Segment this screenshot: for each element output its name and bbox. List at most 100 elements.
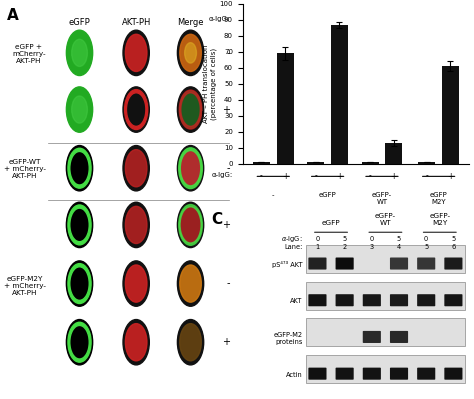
- Text: eGFP-
WT: eGFP- WT: [375, 213, 396, 226]
- Text: -: -: [272, 192, 274, 198]
- Bar: [253, 162, 270, 164]
- Text: -: -: [426, 172, 428, 181]
- Text: -: -: [227, 163, 230, 173]
- FancyBboxPatch shape: [390, 257, 408, 270]
- Text: +: +: [282, 172, 288, 181]
- Circle shape: [177, 261, 204, 306]
- Text: +: +: [222, 105, 230, 115]
- Circle shape: [123, 320, 149, 365]
- Text: 5: 5: [397, 236, 401, 243]
- Text: +: +: [222, 220, 230, 230]
- FancyBboxPatch shape: [417, 257, 435, 270]
- Circle shape: [180, 206, 201, 243]
- Circle shape: [123, 261, 149, 306]
- Circle shape: [66, 202, 92, 248]
- Circle shape: [66, 320, 92, 365]
- Text: eGFP
M2Y: eGFP M2Y: [430, 192, 447, 205]
- FancyBboxPatch shape: [417, 367, 435, 380]
- FancyBboxPatch shape: [363, 367, 381, 380]
- Text: +: +: [447, 172, 454, 181]
- Y-axis label: AKT – PH translocation
(percentage of cells): AKT – PH translocation (percentage of ce…: [203, 45, 217, 123]
- Circle shape: [126, 150, 147, 187]
- Text: 0: 0: [424, 236, 428, 243]
- Text: $\alpha$-IgG:: $\alpha$-IgG:: [281, 234, 303, 245]
- Bar: [277, 53, 293, 164]
- Circle shape: [66, 87, 92, 132]
- Circle shape: [177, 30, 204, 75]
- Text: α-IgG:: α-IgG:: [209, 16, 230, 22]
- FancyBboxPatch shape: [444, 367, 463, 380]
- FancyBboxPatch shape: [417, 294, 435, 306]
- Circle shape: [177, 320, 204, 365]
- Text: eGFP-M2Y
+ mCherry-
AKT-PH: eGFP-M2Y + mCherry- AKT-PH: [3, 276, 46, 296]
- Text: 1: 1: [315, 244, 319, 251]
- FancyBboxPatch shape: [363, 331, 381, 343]
- FancyBboxPatch shape: [306, 245, 465, 273]
- Text: eGFP: eGFP: [319, 192, 337, 198]
- Circle shape: [180, 324, 201, 361]
- Text: 0: 0: [370, 236, 374, 243]
- Text: -: -: [260, 172, 263, 181]
- Text: 3: 3: [370, 244, 374, 251]
- Text: A: A: [7, 8, 19, 23]
- Text: +: +: [222, 337, 230, 347]
- Text: -: -: [314, 172, 317, 181]
- Text: eGFP: eGFP: [322, 220, 340, 226]
- FancyBboxPatch shape: [309, 294, 327, 306]
- Bar: [307, 162, 324, 164]
- Bar: [385, 143, 402, 164]
- Text: 4: 4: [397, 244, 401, 251]
- FancyBboxPatch shape: [309, 257, 327, 270]
- Circle shape: [66, 30, 92, 75]
- Circle shape: [180, 265, 201, 302]
- Text: +: +: [336, 172, 343, 181]
- Circle shape: [177, 202, 204, 248]
- Circle shape: [177, 87, 204, 132]
- Bar: [362, 162, 379, 164]
- FancyBboxPatch shape: [336, 257, 354, 270]
- Circle shape: [180, 150, 201, 187]
- Text: -: -: [227, 279, 230, 288]
- FancyBboxPatch shape: [309, 367, 327, 380]
- Circle shape: [72, 39, 87, 67]
- FancyBboxPatch shape: [444, 257, 463, 270]
- Text: α-IgG:: α-IgG:: [212, 172, 233, 178]
- FancyBboxPatch shape: [390, 294, 408, 306]
- Text: 5: 5: [451, 236, 456, 243]
- Text: eGFP-
M2Y: eGFP- M2Y: [429, 213, 450, 226]
- Text: eGFP-M2
proteins: eGFP-M2 proteins: [273, 332, 303, 345]
- Circle shape: [123, 30, 149, 75]
- FancyBboxPatch shape: [306, 355, 465, 383]
- FancyBboxPatch shape: [390, 367, 408, 380]
- FancyBboxPatch shape: [336, 294, 354, 306]
- Circle shape: [126, 324, 147, 361]
- FancyBboxPatch shape: [363, 294, 381, 306]
- Circle shape: [66, 261, 92, 306]
- Text: 5: 5: [343, 236, 347, 243]
- Circle shape: [126, 34, 147, 71]
- Text: +: +: [391, 172, 397, 181]
- Text: C: C: [211, 212, 222, 227]
- Text: eGFP-
WT: eGFP- WT: [372, 192, 392, 205]
- Circle shape: [123, 146, 149, 191]
- Circle shape: [66, 146, 92, 191]
- Text: Actin: Actin: [286, 372, 303, 378]
- Text: eGFP +
mCherry-
AKT-PH: eGFP + mCherry- AKT-PH: [12, 44, 46, 64]
- Circle shape: [185, 43, 196, 63]
- Text: AKT-PH: AKT-PH: [121, 18, 151, 27]
- FancyBboxPatch shape: [306, 318, 465, 346]
- Text: 5: 5: [424, 244, 428, 251]
- Text: 2: 2: [343, 244, 347, 251]
- Circle shape: [126, 265, 147, 302]
- Bar: [419, 162, 435, 164]
- Text: AKT: AKT: [291, 298, 303, 304]
- Text: pS⁴⁷³ AKT: pS⁴⁷³ AKT: [272, 261, 303, 268]
- Circle shape: [177, 146, 204, 191]
- FancyBboxPatch shape: [390, 331, 408, 343]
- FancyBboxPatch shape: [444, 294, 463, 306]
- Text: 6: 6: [451, 244, 456, 251]
- Bar: [442, 66, 459, 164]
- Text: eGFP-WT
+ mCherry-
AKT-PH: eGFP-WT + mCherry- AKT-PH: [3, 159, 46, 179]
- Bar: [331, 25, 348, 164]
- FancyBboxPatch shape: [336, 367, 354, 380]
